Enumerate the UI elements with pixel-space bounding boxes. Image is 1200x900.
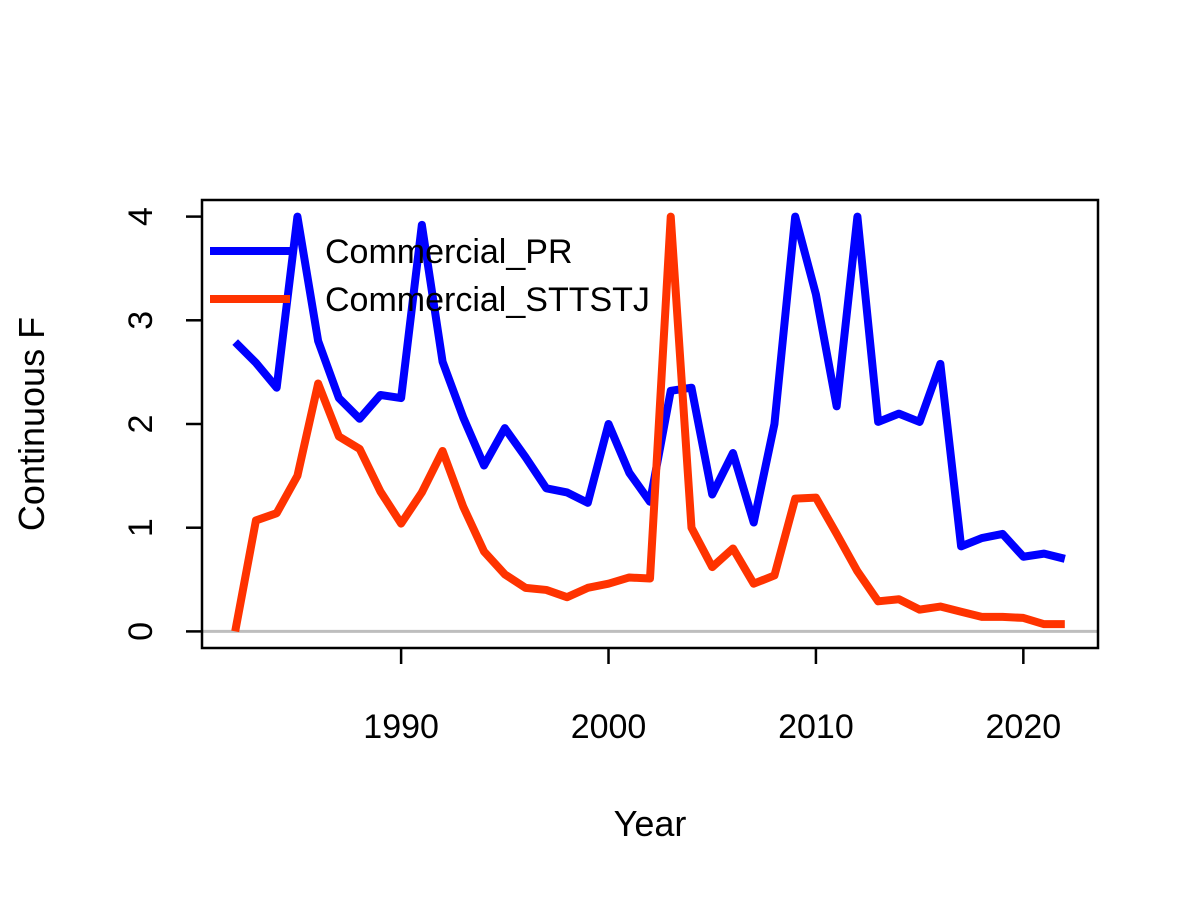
x-axis: 1990 2000 2010 2020 (363, 648, 1061, 746)
x-tick-label: 1990 (363, 708, 439, 746)
x-axis-title: Year (614, 803, 687, 844)
x-tick-label: 2020 (986, 708, 1062, 746)
y-tick-label: 2 (122, 415, 160, 434)
legend-label-2: Commercial_STTSTJ (325, 281, 650, 319)
y-tick-label: 4 (122, 207, 160, 226)
series-line-1 (232, 212, 1066, 563)
x-tick-label: 2000 (571, 708, 647, 746)
legend-label-1: Commercial_PR (325, 233, 573, 271)
y-tick-label: 0 (122, 622, 160, 641)
y-axis: 0 1 2 3 4 (122, 207, 202, 641)
legend: Commercial_PR Commercial_STTSTJ (210, 233, 650, 319)
series-line-2 (231, 212, 1065, 633)
y-tick-label: 1 (122, 518, 160, 537)
series-layer (202, 212, 1098, 633)
y-tick-label: 3 (122, 311, 160, 330)
x-tick-label: 2010 (778, 708, 854, 746)
y-axis-title: Continuous F (11, 317, 52, 531)
